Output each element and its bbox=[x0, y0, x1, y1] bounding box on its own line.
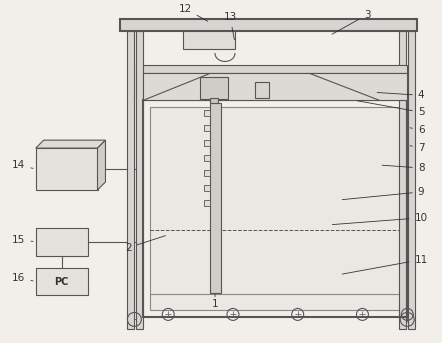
Text: 14: 14 bbox=[12, 160, 33, 170]
Bar bbox=[399, 31, 406, 329]
Bar bbox=[143, 100, 407, 317]
Bar bbox=[136, 31, 143, 329]
Bar bbox=[36, 268, 88, 296]
Bar bbox=[120, 19, 417, 31]
Bar bbox=[150, 107, 400, 310]
Bar bbox=[127, 31, 134, 329]
Text: 3: 3 bbox=[332, 10, 371, 34]
Bar bbox=[204, 185, 210, 191]
Text: PC: PC bbox=[54, 276, 69, 286]
Text: 8: 8 bbox=[382, 163, 424, 173]
Text: 4: 4 bbox=[377, 90, 424, 100]
Bar bbox=[36, 228, 88, 256]
Bar bbox=[255, 82, 269, 98]
Bar bbox=[204, 110, 210, 116]
Text: 15: 15 bbox=[12, 235, 33, 245]
Bar bbox=[210, 98, 218, 103]
Text: 1: 1 bbox=[212, 295, 218, 309]
Polygon shape bbox=[36, 140, 106, 148]
Text: 9: 9 bbox=[342, 187, 424, 200]
Bar bbox=[204, 140, 210, 146]
Bar bbox=[204, 155, 210, 161]
Text: 13: 13 bbox=[223, 12, 236, 40]
Bar bbox=[200, 78, 228, 99]
Text: 2: 2 bbox=[125, 236, 166, 253]
Text: 11: 11 bbox=[342, 255, 428, 274]
Bar bbox=[204, 125, 210, 131]
Text: 6: 6 bbox=[410, 125, 424, 135]
Bar bbox=[183, 31, 235, 48]
Text: 7: 7 bbox=[410, 143, 424, 153]
Bar bbox=[204, 200, 210, 206]
Bar bbox=[204, 170, 210, 176]
Bar bbox=[210, 103, 221, 293]
Text: 12: 12 bbox=[179, 4, 208, 21]
Bar bbox=[408, 31, 415, 329]
Text: 16: 16 bbox=[12, 273, 33, 283]
Text: 5: 5 bbox=[357, 101, 424, 117]
Text: 10: 10 bbox=[332, 213, 428, 225]
Bar bbox=[143, 73, 407, 100]
Polygon shape bbox=[98, 140, 106, 190]
Bar bbox=[36, 148, 98, 190]
Bar bbox=[143, 66, 407, 73]
